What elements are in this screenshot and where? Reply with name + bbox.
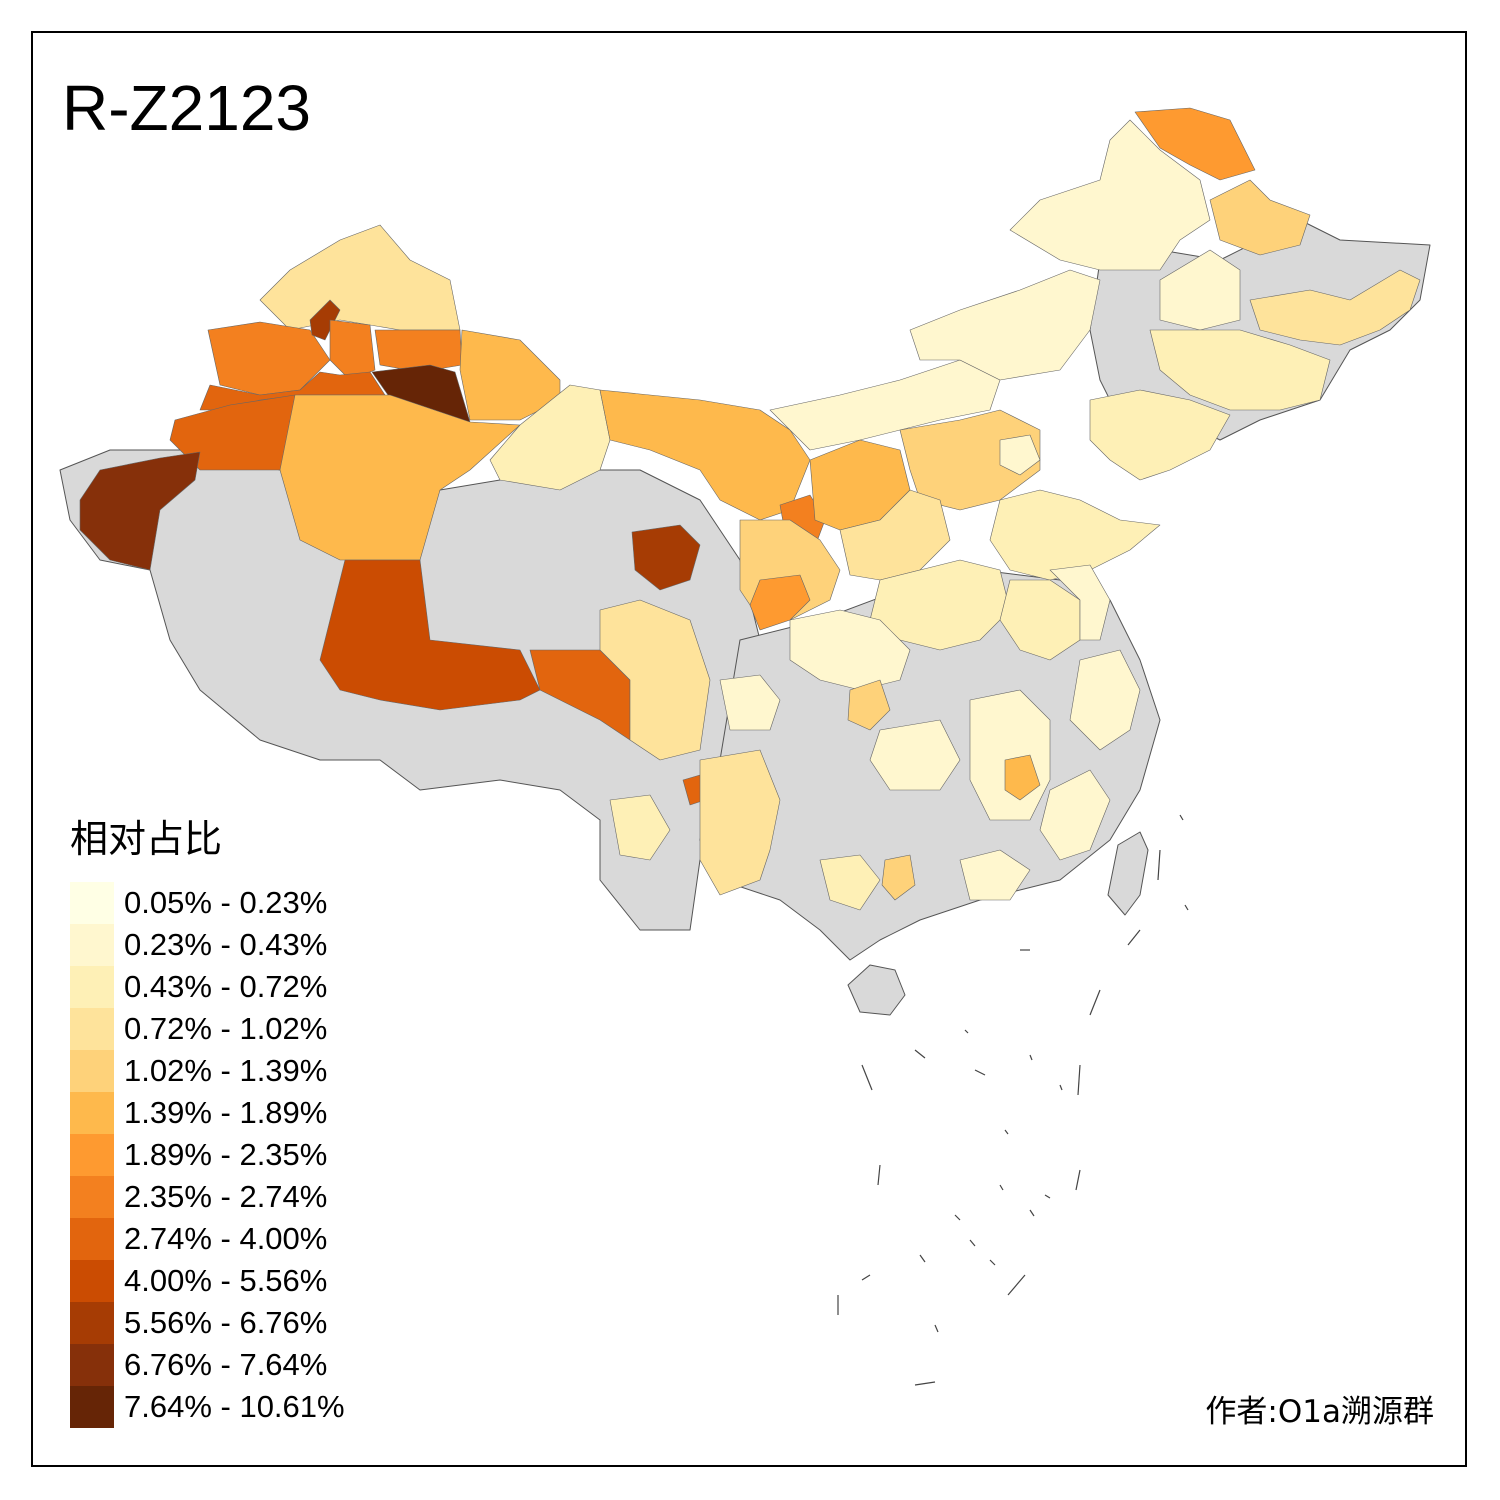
region-guangdong-accent: [881, 854, 916, 901]
region-tacheng-west: [207, 321, 331, 396]
legend-item: 7.64% - 10.61%: [70, 1386, 345, 1428]
legend-item: 1.02% - 1.39%: [70, 1050, 345, 1092]
region-haixi: [631, 524, 701, 591]
region-gansu-west: [489, 384, 611, 491]
legend-label: 0.05% - 0.23%: [124, 885, 328, 920]
legend-label: 0.23% - 0.43%: [124, 927, 328, 962]
legend-item: 4.00% - 5.56%: [70, 1260, 345, 1302]
region-yunnan-1: [699, 749, 781, 896]
region-fujian: [1039, 769, 1111, 861]
legend-swatch: [70, 1386, 114, 1428]
region-guangxi: [819, 854, 881, 911]
region-beijing: [999, 434, 1041, 476]
region-inner-mongolia-west: [599, 389, 811, 521]
map-title: R-Z2123: [62, 72, 311, 144]
region-inner-mongolia-central: [769, 359, 1001, 451]
legend-item: 0.05% - 0.23%: [70, 882, 345, 924]
region-sichuan-east: [749, 574, 811, 631]
south-china-sea-islands: [837, 814, 1189, 1386]
region-heilongjiang-east: [1249, 269, 1421, 346]
region-liaoning: [1089, 389, 1231, 481]
legend-item: 0.72% - 1.02%: [70, 1008, 345, 1050]
legend-label: 2.74% - 4.00%: [124, 1221, 328, 1256]
region-taiwan: [1107, 831, 1149, 916]
legend-swatch: [70, 882, 114, 924]
legend-item: 2.74% - 4.00%: [70, 1218, 345, 1260]
legend: 相对占比 0.05% - 0.23% 0.23% - 0.43% 0.43% - 0…: [70, 816, 345, 1428]
region-yunnan-2: [609, 794, 671, 861]
region-hulunbuir: [1009, 119, 1211, 271]
region-hebei: [899, 409, 1041, 511]
region-urumqi-east: [374, 329, 463, 373]
legend-label: 5.56% - 6.76%: [124, 1305, 328, 1340]
legend-label: 0.43% - 0.72%: [124, 969, 328, 1004]
region-inner-mongolia-east: [909, 269, 1101, 381]
region-shanxi-south: [839, 489, 951, 581]
region-hainan: [847, 964, 906, 1016]
region-heilongjiang-central: [1159, 249, 1241, 331]
region-jiangsu: [1049, 564, 1111, 641]
legend-swatch: [70, 1302, 114, 1344]
author-credit: 作者:O1a溯源群: [1205, 1394, 1434, 1430]
legend-item: 1.89% - 2.35%: [70, 1134, 345, 1176]
region-zhejiang: [1069, 649, 1141, 751]
legend-item: 0.23% - 0.43%: [70, 924, 345, 966]
legend-swatch: [70, 1260, 114, 1302]
legend-item: 2.35% - 2.74%: [70, 1176, 345, 1218]
legend-swatch: [70, 924, 114, 966]
region-bayingolin: [279, 394, 521, 561]
legend-item: 5.56% - 6.76%: [70, 1302, 345, 1344]
region-hubei: [789, 609, 911, 691]
legend-swatch: [70, 1092, 114, 1134]
legend-swatch: [70, 966, 114, 1008]
legend-label: 1.89% - 2.35%: [124, 1137, 328, 1172]
legend-label: 6.76% - 7.64%: [124, 1347, 328, 1382]
region-anhui: [999, 579, 1081, 661]
legend-swatch: [70, 1008, 114, 1050]
region-heihe: [1209, 179, 1311, 256]
region-jiangxi: [969, 689, 1051, 821]
legend-swatch: [70, 1344, 114, 1386]
legend-item: 6.76% - 7.64%: [70, 1344, 345, 1386]
legend-swatch: [70, 1218, 114, 1260]
region-chongqing: [847, 679, 891, 731]
legend-label: 4.00% - 5.56%: [124, 1263, 328, 1298]
legend-label: 1.02% - 1.39%: [124, 1053, 328, 1088]
legend-swatch: [70, 1134, 114, 1176]
legend-label: 1.39% - 1.89%: [124, 1095, 328, 1130]
region-daxinganling: [1134, 107, 1256, 181]
region-jilin: [1149, 329, 1331, 411]
region-golog-ngari: [319, 559, 541, 711]
legend-label: 7.64% - 10.61%: [124, 1389, 345, 1424]
region-shandong: [989, 489, 1161, 581]
legend-item: 0.43% - 0.72%: [70, 966, 345, 1008]
region-changji: [329, 319, 376, 381]
legend-swatch: [70, 1050, 114, 1092]
legend-title: 相对占比: [70, 817, 223, 861]
region-jiangxi-accent: [1004, 754, 1041, 801]
region-guizhou-1: [719, 674, 781, 731]
region-guangdong: [959, 849, 1031, 901]
legend-label: 2.35% - 2.74%: [124, 1179, 328, 1214]
legend-rows: 0.05% - 0.23% 0.23% - 0.43% 0.43% - 0.72% 0…: [70, 882, 345, 1428]
legend-swatch: [70, 1176, 114, 1218]
region-hunan-1: [869, 719, 961, 791]
legend-item: 1.39% - 1.89%: [70, 1092, 345, 1134]
legend-label: 0.72% - 1.02%: [124, 1011, 328, 1046]
region-sichuan-west: [599, 599, 711, 761]
region-kashgar: [79, 451, 201, 571]
region-altay: [259, 224, 461, 331]
